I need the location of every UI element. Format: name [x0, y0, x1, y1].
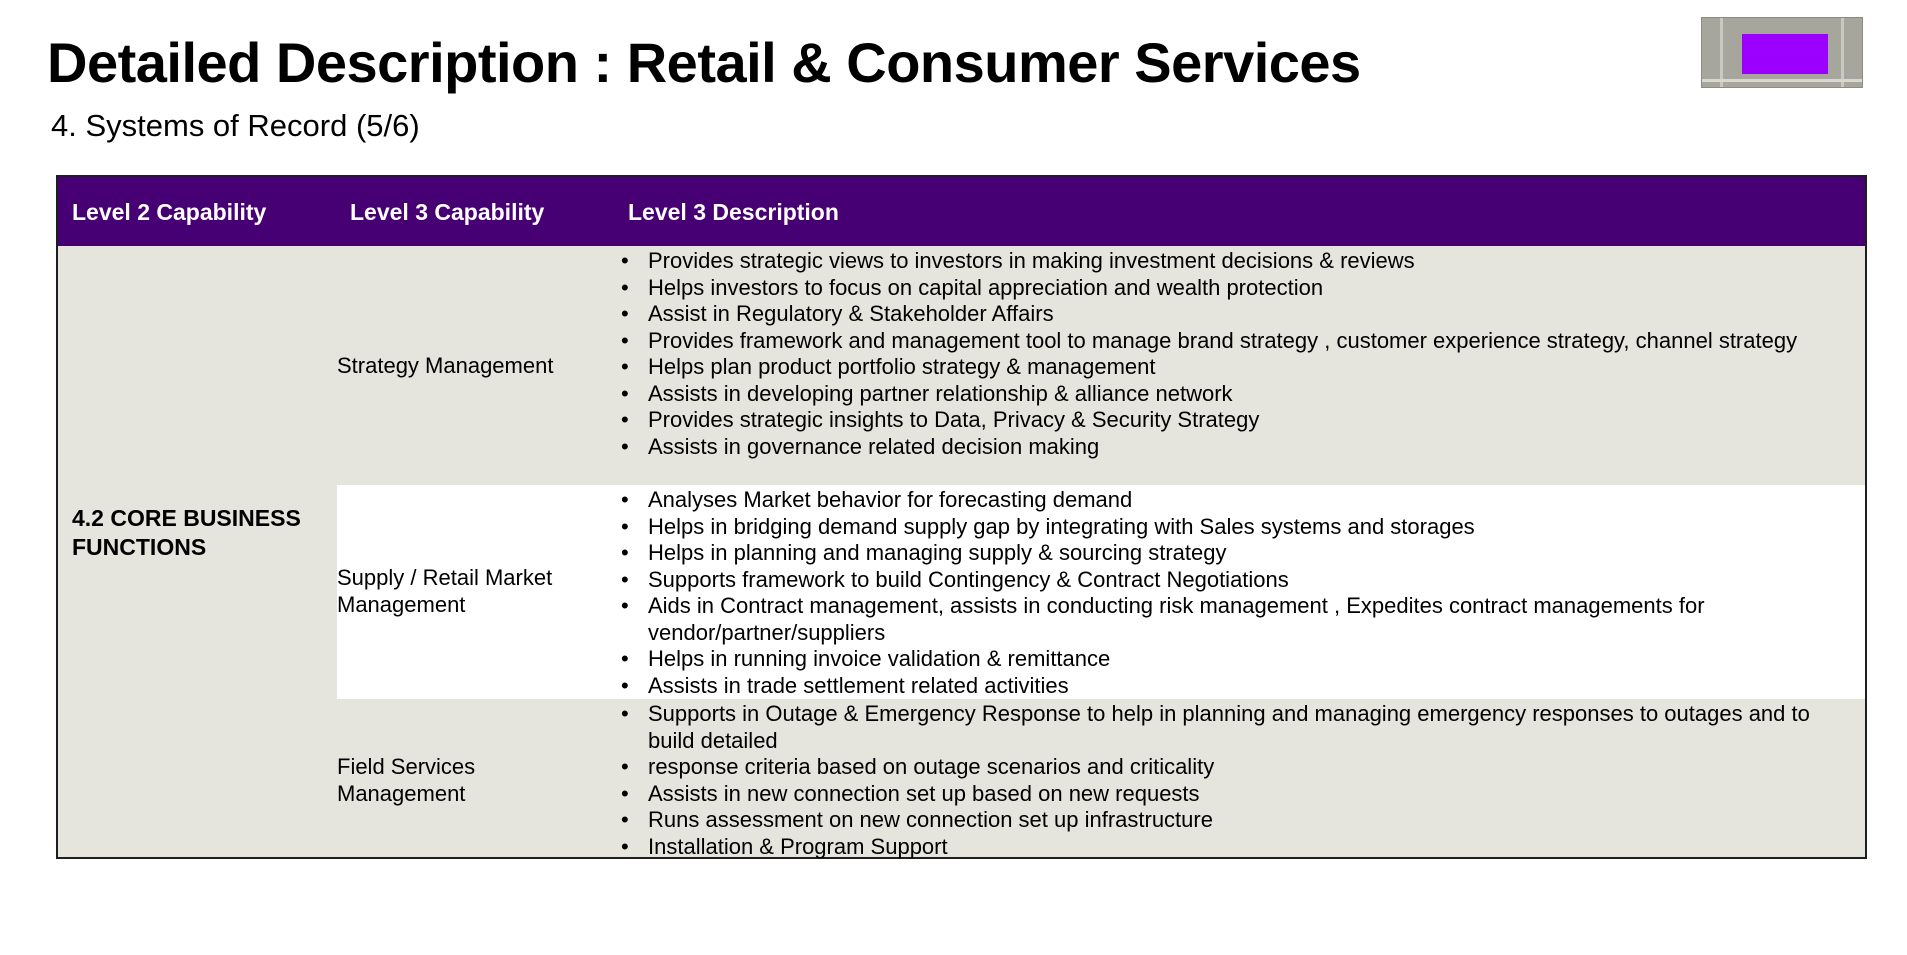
header-level3-description: Level 3 Description	[628, 199, 839, 225]
level3-capability-cell: Strategy Management	[337, 353, 554, 378]
list-item: Helps in bridging demand supply gap by i…	[617, 514, 1845, 541]
page-title: Detailed Description : Retail & Consumer…	[47, 31, 1361, 94]
table-row: Supply / Retail Market Management Analys…	[337, 485, 1865, 699]
table-row: Strategy Management Provides strategic v…	[337, 246, 1865, 485]
level3-capability-cell: Supply / Retail Market Management	[337, 565, 553, 617]
list-item: Installation & Program Support	[617, 834, 1845, 861]
table-row: Field Services Management Supports in Ou…	[337, 699, 1865, 860]
list-item: Assists in trade settlement related acti…	[617, 673, 1845, 700]
capability-table: Level 2 Capability Level 3 Capability Le…	[56, 175, 1867, 860]
thumbnail-base	[1702, 79, 1862, 82]
list-item: Supports framework to build Contingency …	[617, 567, 1845, 594]
level2-capability-cell: 4.2 CORE BUSINESS FUNCTIONS	[72, 505, 301, 560]
list-item: Assists in governance related decision m…	[617, 434, 1845, 461]
description-list: Provides strategic views to investors in…	[617, 248, 1845, 460]
list-item: Helps in planning and managing supply & …	[617, 540, 1845, 567]
list-item: Provides framework and management tool t…	[617, 328, 1845, 355]
level3-capability-cell: Field Services Management	[337, 754, 476, 806]
list-item: Runs assessment on new connection set up…	[617, 807, 1845, 834]
header-level3-capability: Level 3 Capability	[350, 199, 545, 225]
description-list: Analyses Market behavior for forecasting…	[617, 487, 1845, 699]
list-item: Provides strategic insights to Data, Pri…	[617, 407, 1845, 434]
slide-thumbnail	[1701, 17, 1863, 88]
list-item: Supports in Outage & Emergency Response …	[617, 701, 1845, 754]
list-item: Assists in developing partner relationsh…	[617, 381, 1845, 408]
list-item: Helps plan product portfolio strategy & …	[617, 354, 1845, 381]
description-list: Supports in Outage & Emergency Response …	[617, 701, 1845, 860]
list-item: Provides strategic views to investors in…	[617, 248, 1845, 275]
list-item: response criteria based on outage scenar…	[617, 754, 1845, 781]
list-item: Helps in running invoice validation & re…	[617, 646, 1845, 673]
thumbnail-frame-right	[1841, 18, 1844, 87]
list-item: Helps investors to focus on capital appr…	[617, 275, 1845, 302]
header-level2-capability: Level 2 Capability	[72, 199, 267, 225]
thumbnail-frame-left	[1720, 18, 1723, 87]
list-item: Aids in Contract management, assists in …	[617, 593, 1845, 646]
list-item: Assists in new connection set up based o…	[617, 781, 1845, 808]
list-item: Analyses Market behavior for forecasting…	[617, 487, 1845, 514]
page-subtitle: 4. Systems of Record (5/6)	[51, 108, 420, 143]
list-item: Assist in Regulatory & Stakeholder Affai…	[617, 301, 1845, 328]
table-header: Level 2 Capability Level 3 Capability Le…	[58, 177, 1865, 246]
thumbnail-screen	[1742, 34, 1828, 74]
